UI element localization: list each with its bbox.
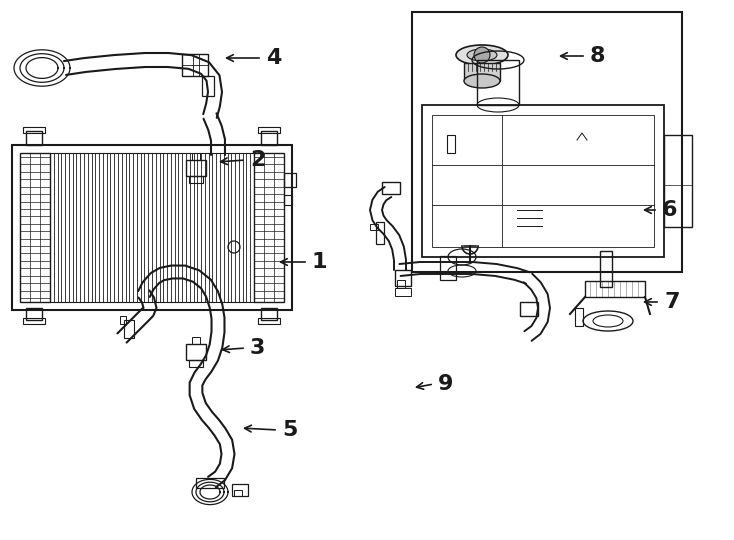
- Bar: [196, 478, 224, 488]
- Bar: [258, 127, 280, 133]
- Bar: [447, 135, 455, 153]
- Bar: [412, 12, 682, 272]
- Text: 7: 7: [664, 292, 680, 312]
- Bar: [258, 318, 280, 324]
- Bar: [440, 256, 456, 280]
- Bar: [26, 131, 42, 145]
- Bar: [124, 320, 134, 338]
- Bar: [284, 195, 292, 205]
- Bar: [186, 344, 206, 360]
- Bar: [575, 308, 583, 326]
- Ellipse shape: [456, 45, 508, 65]
- Circle shape: [474, 47, 490, 63]
- Bar: [464, 63, 500, 81]
- Bar: [234, 490, 242, 496]
- Bar: [12, 145, 292, 310]
- Bar: [382, 182, 400, 194]
- Bar: [600, 251, 612, 287]
- Bar: [432, 115, 654, 247]
- Bar: [261, 308, 277, 320]
- Bar: [192, 337, 200, 344]
- Text: 1: 1: [312, 252, 327, 272]
- Bar: [23, 127, 45, 133]
- Text: 4: 4: [266, 48, 281, 68]
- Bar: [664, 135, 692, 227]
- Ellipse shape: [467, 49, 497, 61]
- Bar: [189, 176, 203, 183]
- Bar: [186, 160, 206, 176]
- Bar: [189, 360, 203, 367]
- Text: 2: 2: [250, 150, 266, 170]
- Ellipse shape: [464, 74, 500, 88]
- Bar: [202, 76, 214, 96]
- Bar: [422, 105, 664, 257]
- Bar: [232, 484, 248, 496]
- Text: 3: 3: [250, 338, 266, 358]
- Bar: [376, 222, 384, 244]
- Bar: [284, 173, 296, 187]
- Text: 5: 5: [282, 420, 297, 440]
- Bar: [477, 60, 519, 105]
- Bar: [192, 153, 200, 160]
- Bar: [20, 153, 50, 302]
- Bar: [120, 316, 126, 324]
- Bar: [261, 131, 277, 145]
- Bar: [520, 302, 538, 316]
- Text: 8: 8: [590, 46, 606, 66]
- Bar: [182, 54, 208, 76]
- Bar: [395, 270, 411, 286]
- Text: 6: 6: [662, 200, 677, 220]
- Text: 9: 9: [438, 374, 454, 394]
- Bar: [23, 318, 45, 324]
- Bar: [395, 288, 411, 296]
- Bar: [26, 308, 42, 320]
- Bar: [585, 281, 645, 297]
- Bar: [370, 224, 378, 230]
- Bar: [397, 280, 405, 288]
- Bar: [254, 153, 284, 302]
